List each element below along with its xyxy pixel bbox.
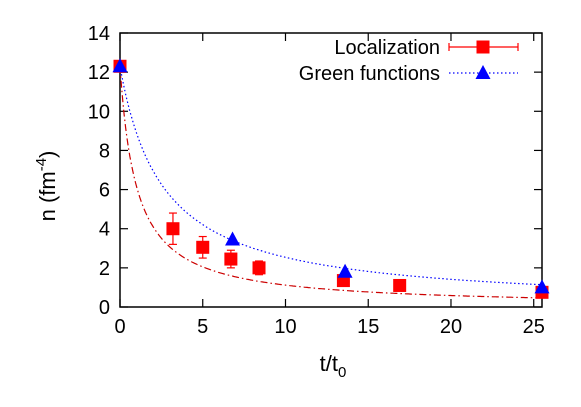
data-point-localization	[252, 261, 266, 275]
data-point-green-functions	[225, 231, 241, 246]
data-point-localization	[166, 222, 180, 236]
y-axis-title-superscript: -4	[33, 158, 50, 171]
plot-frame	[119, 32, 543, 308]
data-point-green-functions	[534, 279, 550, 294]
data-point-localization	[224, 252, 238, 266]
legend: Localization Green functions	[299, 37, 519, 85]
data-point-green-functions	[337, 263, 353, 278]
legend-marker-square	[476, 40, 490, 54]
x-tick-label: 20	[440, 316, 462, 338]
y-axis-title-close: )	[35, 151, 60, 158]
x-tick-label: 5	[197, 316, 208, 338]
data-point-green-functions	[112, 58, 128, 73]
x-tick-label: 10	[274, 316, 296, 338]
x-tick-label: 15	[357, 316, 379, 338]
y-tick-label: 2	[99, 258, 110, 280]
y-tick-label: 10	[88, 101, 110, 123]
fit-curve-localization	[119, 66, 542, 299]
x-axis-title-subscript: 0	[338, 364, 346, 381]
y-tick-label: 8	[99, 140, 110, 162]
y-axis-title: n (fm-4)	[33, 151, 60, 222]
legend-marker-triangle	[475, 65, 491, 79]
fit-curves	[119, 66, 542, 299]
plot-axes: 0 5 10 15 20 25 0 2 4 6 8 10 12 14	[88, 23, 545, 338]
x-tick-label: 0	[114, 316, 125, 338]
x-tick-label: 25	[523, 316, 545, 338]
x-axis-title: t/t0	[320, 351, 347, 381]
legend-label: Green functions	[299, 63, 440, 85]
y-tick-label: 4	[99, 219, 110, 241]
fit-curve-green-functions	[119, 66, 542, 286]
y-tick-label: 14	[88, 23, 110, 45]
y-tick-label: 6	[99, 180, 110, 202]
y-tick-label: 0	[99, 297, 110, 319]
data-marks	[112, 58, 550, 299]
legend-label: Localization	[334, 37, 440, 59]
data-point-localization	[196, 240, 210, 254]
y-tick-label: 12	[88, 62, 110, 84]
data-point-localization	[393, 278, 407, 292]
